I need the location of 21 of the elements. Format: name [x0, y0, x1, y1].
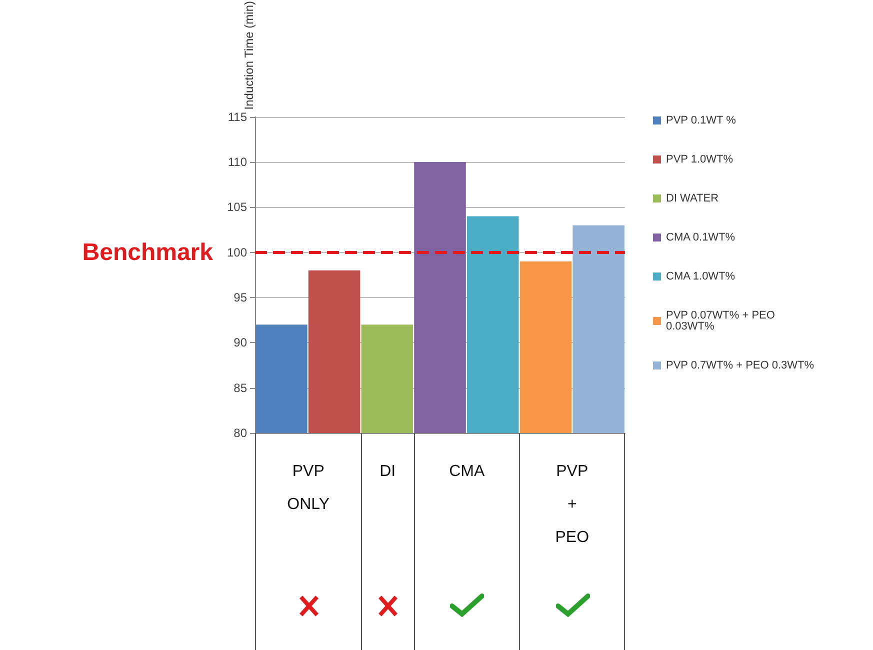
y-tick-label: 80 [234, 426, 248, 440]
x-tick-label: DI [380, 462, 396, 482]
y-tick-label: 100 [226, 245, 248, 260]
legend-label: PVP 0.07WT% + PEO 0.03WT% [666, 310, 778, 332]
y-tick-label: 95 [234, 290, 248, 304]
y-tick-label: 90 [234, 336, 248, 350]
x-tick-label: CMA [449, 462, 485, 482]
y-tick-label: 110 [228, 154, 248, 169]
y-tick-label: 115 [228, 110, 248, 124]
legend-label: PVP 0.7WT% + PEO 0.3WT% [666, 360, 814, 372]
legend-label: PVP 1.0WT% [666, 154, 734, 166]
legend-label: DI WATER [666, 192, 719, 204]
legend-label: CMA 1.0WT% [666, 270, 736, 282]
ref-line-label: Benchmark [82, 238, 214, 266]
legend-label: CMA 0.1WT% [666, 232, 736, 244]
x-tick-label: PVP ONLY [287, 462, 330, 515]
legend-label: PVP 0.1WT % [666, 114, 736, 126]
y-tick-label: 85 [234, 380, 248, 395]
y-axis-title: Induction Time (min) [242, 0, 256, 110]
x-tick-label: PVP + PEO [555, 462, 590, 548]
y-tick-label: 105 [226, 200, 248, 214]
